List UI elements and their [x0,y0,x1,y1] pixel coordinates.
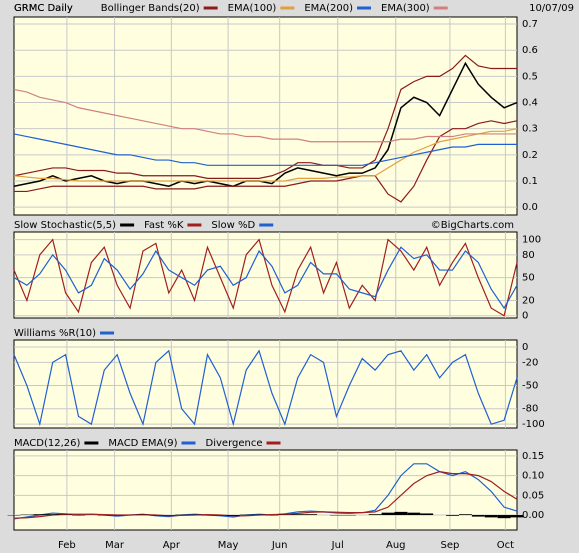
plot-area [13,231,518,319]
legend-label: GRMC Daily [14,3,73,14]
legend-label: Bollinger Bands(20) [101,3,200,14]
x-tick-label: Aug [386,540,406,551]
y-tick-label: 100 [522,235,541,246]
y-tick-label: 0.05 [522,490,544,501]
y-tick-label: 0.2 [522,150,538,161]
divergence-bar [46,514,60,516]
y-tick-label: 0.3 [522,124,538,135]
series-line [13,61,518,188]
divergence-bar [446,515,459,516]
y-tick-label: 0.5 [522,71,538,82]
y-tick-label: 0.10 [522,471,544,482]
y-tick-label: -100 [522,419,545,430]
y-tick-label: 0.4 [522,98,538,109]
divergence-bar [226,515,240,516]
y-tick-label: 0 [522,311,528,322]
legend-label: Slow Stochastic(5,5) [14,220,116,231]
date-label: 10/07/09 [529,3,574,14]
divergence-bar [368,514,382,516]
divergence-bar [33,514,47,516]
series-line [13,349,518,427]
plot-area [13,449,518,531]
x-tick-label: Jun [271,540,288,551]
x-tick-label: Jul [331,540,344,551]
series-line [13,133,517,166]
y-tick-label: 0.7 [522,19,538,30]
series-line [13,238,518,317]
plot-area [13,16,518,216]
y-tick-label: 50 [522,273,535,284]
divergence-bar [484,515,498,518]
y-tick-label: -50 [522,381,538,392]
legend-label: EMA(300) [381,3,430,14]
legend-label: Slow %D [211,220,255,231]
band-lower-line [14,120,518,203]
divergence-bar [381,512,395,516]
y-tick-label: 0.0 [522,202,538,213]
legend-label: EMA(100) [228,3,277,14]
series-line [13,88,517,143]
y-tick-label: 0.1 [522,176,538,187]
x-tick-label: Apr [163,540,181,551]
x-tick-label: Oct [497,540,514,551]
divergence-bar [407,512,421,516]
x-tick-label: Feb [58,540,76,551]
y-tick-label: 0.15 [522,451,544,462]
legend-label: Fast %K [144,220,184,231]
divergence-bar [497,515,511,519]
divergence-bar [510,515,524,518]
divergence-bar [394,511,408,516]
legend-label: EMA(200) [304,3,353,14]
divergence-bar [458,514,472,516]
series-line [13,128,518,182]
x-tick-label: May [218,540,239,551]
divergence-bar [420,513,434,516]
divergence-bar [291,514,305,516]
y-tick-label: -20 [522,357,538,368]
legend-label: MACD EMA(9) [108,438,177,449]
legend-label: MACD(12,26) [14,438,81,449]
legend-label: Divergence [206,438,263,449]
legend-label: Williams %R(10) [14,328,96,339]
x-tick-label: Mar [105,540,125,551]
y-tick-label: -80 [522,404,538,415]
y-tick-label: 0 [522,342,528,353]
plot-area [13,339,518,429]
x-tick-label: Sep [441,540,460,551]
divergence-bar [471,515,485,517]
y-tick-label: 80 [522,250,535,261]
y-tick-label: 20 [522,295,535,306]
divergence-bar [304,514,318,516]
series-line [13,246,518,310]
y-tick-label: 0.00 [522,510,544,521]
series-line [13,54,517,179]
y-tick-label: 0.6 [522,45,538,56]
credit-label: ©BigCharts.com [431,220,514,231]
legend-label: GRMC Daily [14,3,73,14]
